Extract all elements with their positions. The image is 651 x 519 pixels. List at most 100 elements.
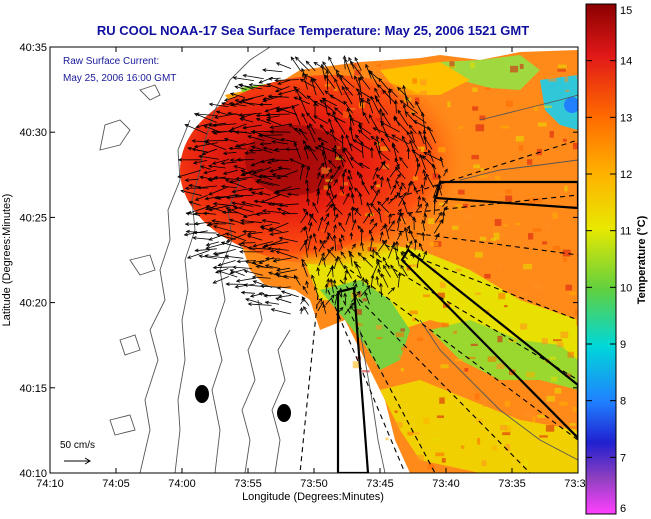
- sst-speckle: [565, 373, 571, 377]
- current-vector: [390, 184, 396, 195]
- current-vector: [393, 117, 409, 134]
- current-vector: [278, 236, 298, 243]
- current-vector: [328, 56, 336, 71]
- current-vector: [306, 95, 319, 107]
- current-vector: [327, 191, 336, 207]
- current-vector: [365, 63, 372, 79]
- current-vector: [306, 124, 316, 143]
- current-vector: [201, 148, 218, 156]
- current-vector: [357, 129, 371, 141]
- current-vector: [342, 148, 354, 169]
- sst-speckle: [414, 97, 420, 105]
- sst-speckle: [572, 406, 578, 412]
- current-vector: [325, 131, 344, 144]
- current-vector: [344, 264, 352, 279]
- current-vector: [377, 268, 382, 277]
- current-vector: [355, 263, 363, 278]
- current-vector: [213, 175, 236, 180]
- current-vector: [400, 212, 406, 225]
- sst-speckle: [407, 243, 412, 246]
- current-vector: [324, 74, 336, 90]
- current-vector: [264, 264, 281, 270]
- sst-speckle: [574, 309, 578, 316]
- current-vector: [338, 153, 344, 168]
- current-vector: [317, 216, 324, 232]
- sst-speckle: [542, 241, 548, 245]
- current-vector: [402, 258, 408, 267]
- current-vector: [374, 87, 380, 98]
- current-vector: [397, 109, 409, 126]
- sst-speckle: [409, 310, 418, 315]
- current-vector: [414, 162, 421, 177]
- current-vector: [289, 158, 310, 168]
- current-vector: [247, 246, 271, 250]
- current-vector: [423, 212, 428, 224]
- sst-speckle: [472, 106, 479, 111]
- current-vector: [264, 256, 281, 261]
- current-vector: [331, 203, 343, 215]
- current-vector: [333, 178, 338, 186]
- sst-speckle: [358, 102, 365, 108]
- current-vector: [369, 69, 379, 87]
- current-vector: [293, 96, 310, 105]
- sst-speckle: [320, 229, 326, 232]
- current-vector: [415, 203, 422, 213]
- current-vector: [199, 175, 211, 180]
- current-vector: [341, 172, 346, 189]
- current-vector: [422, 196, 427, 204]
- sst-speckle: [398, 355, 405, 358]
- current-vector: [401, 182, 407, 189]
- current-vector: [352, 139, 371, 150]
- plot-area: [50, 47, 578, 473]
- x-axis: 74:10 74:05 74:00 73:55 73:50 73:45 73:40 73:35…: [36, 47, 592, 490]
- y-tick-label: 40:10: [19, 468, 47, 480]
- current-vector: [302, 285, 308, 294]
- current-vector: [324, 220, 330, 233]
- current-vector: [240, 169, 263, 179]
- current-vector: [355, 134, 363, 144]
- current-vector: [245, 298, 263, 305]
- sst-speckle: [493, 232, 500, 240]
- sst-speckle: [556, 342, 564, 348]
- current-vector: [251, 260, 264, 264]
- current-vector: [305, 179, 309, 187]
- sst-speckle: [348, 107, 356, 110]
- sst-field-green-2: [430, 320, 578, 390]
- sst-speckle: [412, 317, 416, 322]
- current-vector: [239, 117, 254, 123]
- current-vector: [423, 135, 433, 150]
- sst-speckle: [436, 415, 444, 419]
- current-vector: [301, 112, 308, 124]
- current-vector: [242, 73, 264, 80]
- sst-speckle: [455, 268, 462, 272]
- current-vector: [303, 145, 309, 160]
- current-vector: [286, 192, 299, 197]
- current-vector: [203, 169, 217, 175]
- current-vector: [354, 56, 362, 71]
- sst-speckle: [549, 130, 554, 138]
- current-vector: [275, 297, 292, 304]
- current-vector: [397, 231, 402, 240]
- sst-speckle: [492, 226, 500, 233]
- sst-speckle: [323, 185, 331, 190]
- sst-speckle: [333, 146, 341, 150]
- current-vector: [413, 238, 418, 251]
- colorbar-ticks: 15 14 13 12 11 10 9 8 7 6: [586, 3, 632, 515]
- sst-speckle: [410, 231, 419, 238]
- sst-speckle: [355, 309, 362, 315]
- current-vector: [340, 185, 345, 195]
- sst-speckle: [447, 311, 453, 319]
- current-vector: [370, 202, 381, 215]
- current-vector: [221, 210, 238, 215]
- current-vector: [423, 152, 443, 162]
- current-vector: [390, 264, 399, 279]
- current-vector: [423, 202, 429, 215]
- current-vector: [303, 225, 309, 241]
- current-vector: [377, 200, 390, 213]
- current-vector: [215, 110, 229, 116]
- current-vector: [405, 96, 415, 109]
- current-vector: [378, 108, 383, 123]
- current-vector: [370, 135, 381, 144]
- current-vector: [381, 197, 390, 207]
